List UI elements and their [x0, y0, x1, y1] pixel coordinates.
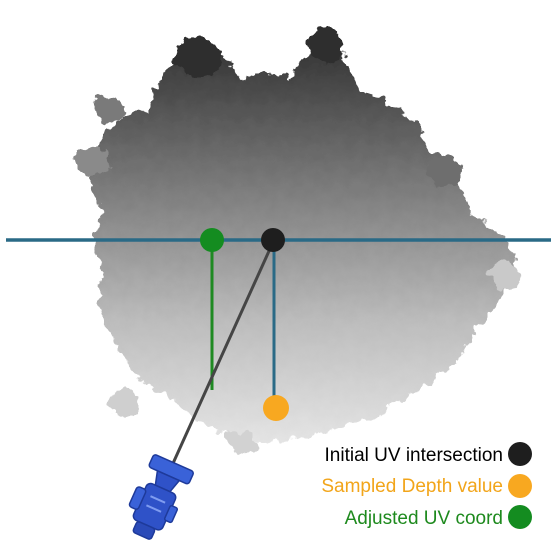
initial-uv-marker — [261, 228, 285, 252]
legend-marker-adjusted — [508, 505, 532, 529]
legend-label-sampled: Sampled Depth value — [321, 476, 503, 497]
legend-marker-initial — [508, 442, 532, 466]
sampled-depth-marker — [263, 395, 289, 421]
adjusted-uv-marker — [200, 228, 224, 252]
legend-marker-sampled — [508, 474, 532, 498]
legend-item-initial: Initial UV intersection — [325, 442, 532, 466]
legend: Initial UV intersection Sampled Depth va… — [321, 442, 532, 529]
legend-item-adjusted: Adjusted UV coord — [345, 505, 532, 529]
legend-item-sampled: Sampled Depth value — [321, 474, 532, 498]
legend-label-adjusted: Adjusted UV coord — [345, 508, 503, 529]
camera-icon — [120, 453, 195, 545]
legend-label-initial: Initial UV intersection — [325, 445, 503, 466]
